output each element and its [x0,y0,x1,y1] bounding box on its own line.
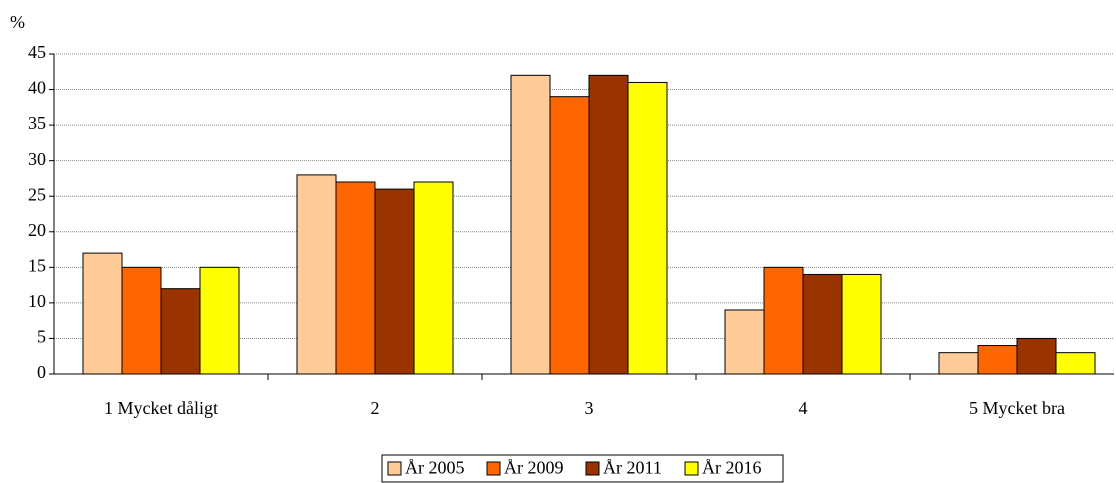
bar [627,81,668,375]
bar [121,266,162,375]
y-tick-label: 20 [28,220,46,240]
bar [160,288,201,375]
x-tick-label: 2 [371,398,380,418]
bar [82,252,123,375]
y-tick-label: 25 [28,184,46,204]
y-tick-label: 40 [28,78,46,98]
legend-label: År 2016 [702,458,762,478]
bar [510,74,551,375]
legend-swatch [486,461,501,476]
legend-label: År 2011 [603,458,662,478]
y-tick-label: 0 [37,362,46,382]
y-tick-label: 5 [37,327,46,347]
bar [802,273,843,375]
bar [938,352,979,375]
bar [296,174,337,375]
bar [724,309,765,375]
bar [374,188,415,375]
x-tick-label: 1 Mycket dåligt [104,398,218,418]
bar [335,181,376,375]
bar [588,74,629,375]
bar [763,266,804,375]
y-tick-label: 45 [28,42,46,62]
x-tick-label: 5 Mycket bra [969,398,1065,418]
bar [1055,352,1096,375]
y-tick-label: 15 [28,255,46,275]
bar [1016,337,1057,375]
legend-label: År 2005 [405,458,465,478]
y-tick-label: 35 [28,113,46,133]
legend-box [381,454,784,483]
bar [549,96,590,375]
bar [413,181,454,375]
y-tick-label: 30 [28,149,46,169]
y-axis-label: % [10,12,25,32]
bar [199,266,240,375]
legend-swatch [684,461,699,476]
bar [841,273,882,375]
legend-swatch [387,461,402,476]
y-tick-label: 10 [28,291,46,311]
bar [977,345,1018,375]
legend-swatch [585,461,600,476]
legend-label: År 2009 [504,458,564,478]
x-tick-label: 3 [585,398,594,418]
x-tick-label: 4 [799,398,808,418]
